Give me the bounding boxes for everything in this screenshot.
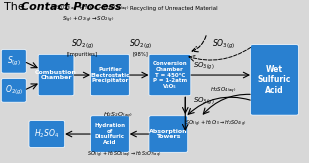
Text: Wet
Sulfuric
Acid: Wet Sulfuric Acid — [258, 65, 291, 95]
Text: $H_2S_2O_{7(aq)}+H_2O_{(l)}\rightarrow H_2SO_{4(aq)}$: $H_2S_2O_{7(aq)}+H_2O_{(l)}\rightarrow H… — [50, 4, 129, 14]
Text: $H_2SO_4$: $H_2SO_4$ — [34, 128, 59, 140]
Text: $SO_{3(g)}+H_2O_{(l)}\rightarrow H_2SO_{4(g)}$: $SO_{3(g)}+H_2O_{(l)}\rightarrow H_2SO_{… — [185, 118, 247, 129]
Text: Purifier
Electrostatic
Precipitator: Purifier Electrostatic Precipitator — [90, 67, 129, 83]
Text: $SO_{3(g)}+H_2SO_{4(aq)}\rightarrow H_2S_2O_{7(aq)}$: $SO_{3(g)}+H_2SO_{4(aq)}\rightarrow H_2S… — [87, 150, 161, 160]
Text: [98%]: [98%] — [133, 52, 149, 57]
FancyBboxPatch shape — [251, 45, 298, 115]
Text: $O_{2(g)}$: $O_{2(g)}$ — [5, 84, 23, 97]
Text: $SO_{3(g)}$: $SO_{3(g)}$ — [212, 38, 235, 51]
FancyBboxPatch shape — [29, 121, 65, 148]
Text: Absorption
Towers: Absorption Towers — [149, 129, 188, 139]
FancyBboxPatch shape — [149, 54, 191, 96]
Text: [Impurities]: [Impurities] — [67, 52, 98, 57]
Text: $S_{(g)}$: $S_{(g)}$ — [7, 55, 21, 68]
FancyBboxPatch shape — [91, 116, 129, 152]
Text: Recycling of Unreacted Material: Recycling of Unreacted Material — [130, 6, 218, 11]
Text: Contact Process: Contact Process — [21, 2, 121, 12]
Text: $S_{(g)}+O_{2(g)}\rightarrow SO_{2(g)}$: $S_{(g)}+O_{2(g)}\rightarrow SO_{2(g)}$ — [62, 15, 115, 25]
Text: Hydration
of
Disulfuric
Acid: Hydration of Disulfuric Acid — [94, 123, 125, 145]
Text: $SO_{3(g)}$: $SO_{3(g)}$ — [193, 60, 214, 71]
FancyBboxPatch shape — [91, 54, 129, 96]
FancyBboxPatch shape — [38, 54, 74, 96]
Text: $H_2S_2O_{(aq)}$: $H_2S_2O_{(aq)}$ — [103, 110, 133, 120]
Text: Conversion
Chamber
T = 450°C
P = 1-2atm
V₂O₅: Conversion Chamber T = 450°C P = 1-2atm … — [153, 61, 187, 89]
Text: $H_2SO_{4(aq)}$: $H_2SO_{4(aq)}$ — [210, 86, 236, 96]
FancyBboxPatch shape — [1, 79, 26, 102]
Text: $SO_{3(g)}$: $SO_{3(g)}$ — [193, 96, 214, 106]
FancyBboxPatch shape — [1, 50, 26, 73]
FancyBboxPatch shape — [149, 116, 188, 152]
Text: $SO_{2(g)}$: $SO_{2(g)}$ — [129, 38, 152, 51]
Text: $SO_{2(g)}$: $SO_{2(g)}$ — [70, 38, 94, 51]
Text: Combustion
Chamber: Combustion Chamber — [35, 70, 77, 80]
Text: The: The — [4, 2, 28, 12]
